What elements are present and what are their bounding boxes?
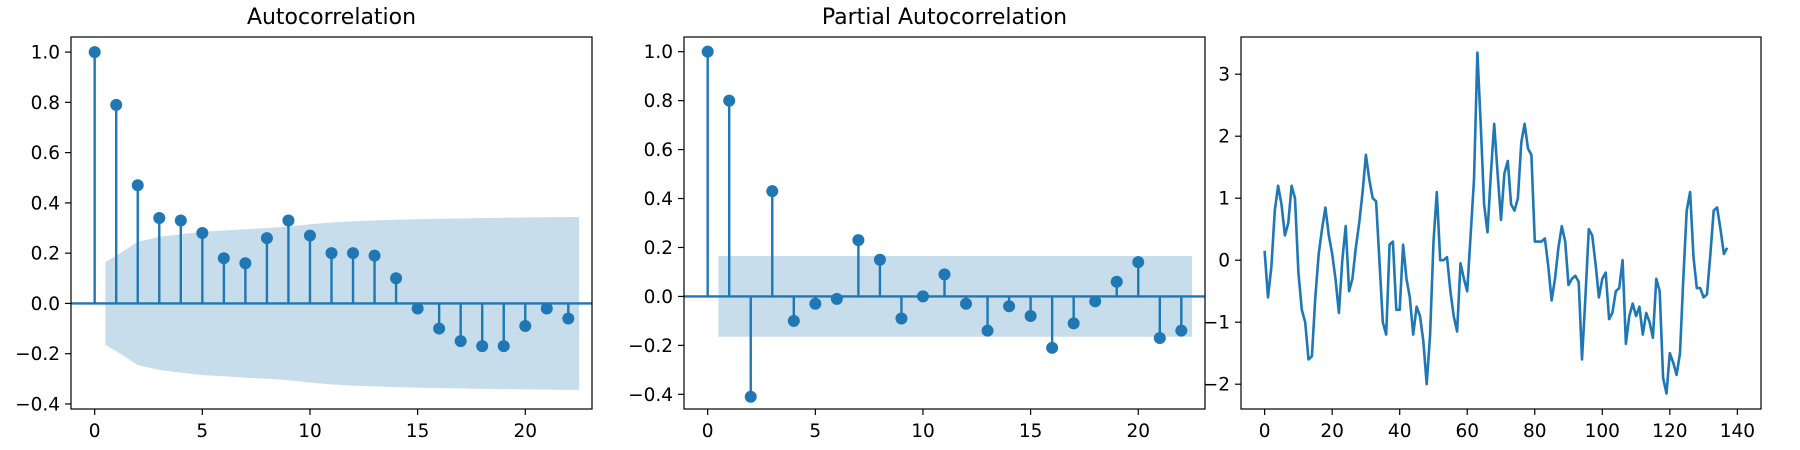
y-tick-label: −1	[1203, 313, 1230, 334]
axes-frame	[70, 36, 593, 410]
marker-lag-12	[960, 297, 973, 310]
x-tick-label: 20	[1126, 421, 1150, 442]
axes-frame	[683, 36, 1206, 410]
x-tick-label: 140	[1720, 421, 1755, 442]
pacf-panel: 0 5 10 15 20 −0.4 −0.2 0.0 0.2 0.4 0.6 0.8 1.0 Partia…	[628, 5, 1206, 442]
y-tick-label: −0.4	[628, 385, 673, 406]
marker-lag-4	[174, 214, 187, 227]
marker-lag-1	[723, 94, 736, 107]
x-tick-label: 120	[1652, 421, 1687, 442]
marker-lag-11	[325, 247, 338, 260]
marker-lag-17	[454, 335, 467, 348]
marker-lag-3	[153, 211, 166, 224]
y-tick-label: 0.4	[31, 193, 60, 214]
marker-lag-0	[88, 46, 101, 59]
marker-lag-21	[540, 302, 553, 315]
y-tick-label: 0.4	[644, 189, 673, 210]
x-tick-label: 60	[1455, 421, 1479, 442]
series-line	[1263, 51, 1729, 395]
y-tick-label: 0.0	[31, 294, 60, 315]
marker-lag-14	[390, 272, 403, 285]
marker-lag-4	[787, 314, 800, 327]
marker-lag-9	[895, 312, 908, 325]
marker-lag-5	[809, 297, 822, 310]
marker-lag-10	[916, 290, 929, 303]
x-tick-label: 100	[1585, 421, 1620, 442]
x-tick-label: 20	[1320, 421, 1344, 442]
marker-lag-22	[1175, 324, 1188, 337]
marker-lag-15	[411, 302, 424, 315]
y-tick-label: 0	[1218, 251, 1230, 272]
marker-lag-8	[873, 253, 886, 266]
x-tick-label: 15	[406, 421, 430, 442]
marker-lag-19	[1110, 275, 1123, 288]
marker-lag-6	[830, 292, 843, 305]
y-tick-label: 2	[1218, 127, 1230, 148]
x-tick-label: 0	[702, 421, 714, 442]
x-tick-label: 40	[1388, 421, 1412, 442]
y-tick-label: 3	[1218, 65, 1230, 86]
y-tick-label: 0.0	[644, 287, 673, 308]
y-tick-label: 0.6	[644, 140, 673, 161]
marker-lag-8	[260, 232, 273, 245]
y-tick-label: −0.2	[15, 344, 60, 365]
x-tick-label: 10	[298, 421, 322, 442]
marker-lag-1	[110, 98, 123, 111]
y-tick-label: 0.8	[644, 91, 673, 112]
y-tick-label: 1	[1218, 189, 1230, 210]
chart-title: Autocorrelation	[247, 5, 416, 30]
x-tick-label: 10	[911, 421, 935, 442]
marker-lag-2	[744, 390, 757, 403]
chart-title: Partial Autocorrelation	[822, 5, 1067, 30]
series-panel: 0 20 40 60 80 100 120 140 −2 −1 0 1 2 3	[1203, 36, 1762, 442]
marker-lag-15	[1024, 310, 1037, 322]
marker-lag-13	[368, 249, 381, 262]
x-tick-label: 0	[89, 421, 101, 442]
x-tick-label: 15	[1019, 421, 1043, 442]
marker-lag-7	[239, 257, 252, 270]
axes-frame	[1240, 36, 1762, 410]
marker-lag-20	[519, 320, 532, 333]
acf-panel: 0 5 10 15 20 −0.4 −0.2 0.0 0.2 0.4 0.6 0.8 1.0 Autoco…	[15, 5, 593, 442]
marker-lag-6	[217, 252, 230, 265]
y-tick-label: 0.6	[31, 143, 60, 164]
x-tick-label: 80	[1523, 421, 1547, 442]
y-tick-label: 0.2	[644, 238, 673, 259]
y-tick-label: 1.0	[644, 42, 673, 63]
x-tick-label: 0	[1259, 421, 1271, 442]
y-tick-label: 1.0	[31, 43, 60, 64]
marker-lag-20	[1132, 256, 1145, 269]
y-tick-label: −0.2	[628, 336, 673, 357]
x-tick-label: 20	[513, 421, 537, 442]
marker-lag-18	[476, 340, 489, 353]
x-tick-label: 5	[809, 421, 821, 442]
marker-lag-19	[497, 340, 510, 353]
y-tick-label: −0.4	[15, 394, 60, 415]
marker-lag-13	[981, 324, 994, 337]
marker-lag-14	[1003, 300, 1016, 313]
marker-lag-22	[562, 312, 575, 325]
y-tick-label: −2	[1203, 375, 1230, 396]
marker-lag-9	[282, 214, 295, 227]
marker-lag-16	[1046, 341, 1059, 354]
marker-lag-10	[303, 229, 316, 242]
marker-lag-16	[433, 322, 446, 335]
marker-lag-12	[347, 247, 360, 260]
marker-lag-5	[196, 227, 209, 240]
marker-lag-11	[938, 268, 951, 281]
y-tick-label: 0.2	[31, 244, 60, 265]
y-tick-label: 0.8	[31, 93, 60, 114]
marker-lag-2	[131, 179, 144, 192]
marker-lag-18	[1089, 295, 1102, 308]
marker-lag-0	[701, 45, 714, 58]
marker-lag-17	[1067, 317, 1080, 330]
marker-lag-7	[852, 234, 865, 247]
marker-lag-21	[1153, 332, 1166, 345]
x-tick-label: 5	[196, 421, 208, 442]
marker-lag-3	[766, 185, 779, 198]
